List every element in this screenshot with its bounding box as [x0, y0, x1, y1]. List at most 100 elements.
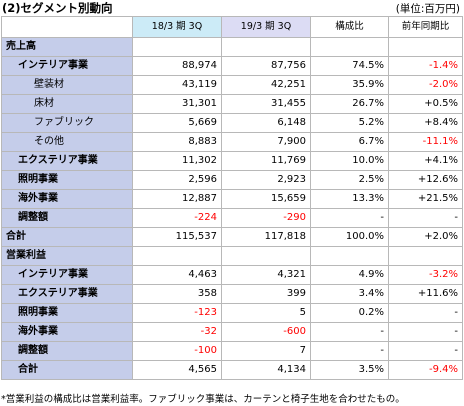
- value-composition-ratio: 26.7%: [310, 94, 389, 114]
- value-curr-period: 5: [221, 303, 311, 323]
- value-prev-period: 12,887: [132, 189, 222, 209]
- row-label: 調整額: [1, 208, 133, 228]
- value-yoy: -9.4%: [388, 360, 463, 380]
- value-composition-ratio: [310, 37, 389, 57]
- value-composition-ratio: 5.2%: [310, 113, 389, 133]
- value-curr-period: 4,134: [221, 360, 311, 380]
- value-yoy: -2.0%: [388, 75, 463, 95]
- value-composition-ratio: 2.5%: [310, 170, 389, 190]
- table-row: その他 8,883 7,900 6.7% -11.1%: [1, 132, 463, 152]
- section-title: (2)セグメント別動向: [2, 1, 113, 15]
- table-row: インテリア事業 88,974 87,756 74.5% -1.4%: [1, 56, 463, 76]
- value-composition-ratio: [310, 246, 389, 266]
- value-curr-period: 7,900: [221, 132, 311, 152]
- table-row: エクステリア事業 358 399 3.4% +11.6%: [1, 284, 463, 304]
- row-label: 売上高: [1, 37, 133, 57]
- table-body: 売上高 インテリア事業 88,974 87,756 74.5% -1.4% 壁装材 43,11…: [1, 37, 463, 380]
- table-row: 売上高: [1, 37, 463, 57]
- table-row: 営業利益: [1, 246, 463, 266]
- value-yoy: -: [388, 208, 463, 228]
- value-curr-period: 11,769: [221, 151, 311, 171]
- row-label: 合計: [1, 227, 133, 247]
- unit-note: (単位:百万円): [395, 3, 460, 15]
- value-yoy: -1.4%: [388, 56, 463, 76]
- value-composition-ratio: 13.3%: [310, 189, 389, 209]
- value-yoy: -: [388, 303, 463, 323]
- row-label: エクステリア事業: [1, 151, 133, 171]
- table-row: 照明事業 2,596 2,923 2.5% +12.6%: [1, 170, 463, 190]
- table-row: エクステリア事業 11,302 11,769 10.0% +4.1%: [1, 151, 463, 171]
- value-yoy: +11.6%: [388, 284, 463, 304]
- row-label: 合計: [1, 360, 133, 380]
- value-yoy: -: [388, 322, 463, 342]
- value-curr-period: 6,148: [221, 113, 311, 133]
- row-label: エクステリア事業: [1, 284, 133, 304]
- value-prev-period: -32: [132, 322, 222, 342]
- value-curr-period: 7: [221, 341, 311, 361]
- value-prev-period: 5,669: [132, 113, 222, 133]
- table-row: 合計 4,565 4,134 3.5% -9.4%: [1, 360, 463, 380]
- value-curr-period: -290: [221, 208, 311, 228]
- value-prev-period: 43,119: [132, 75, 222, 95]
- row-label: その他: [1, 132, 133, 152]
- header-bar: (2)セグメント別動向 (単位:百万円): [0, 0, 464, 16]
- header-composition-ratio: 構成比: [310, 16, 389, 38]
- table-row: 床材 31,301 31,455 26.7% +0.5%: [1, 94, 463, 114]
- value-yoy: -11.1%: [388, 132, 463, 152]
- header-prev-period: 18/3 期 3Q: [132, 16, 222, 38]
- value-curr-period: 15,659: [221, 189, 311, 209]
- value-prev-period: 4,565: [132, 360, 222, 380]
- header-curr-period: 19/3 期 3Q: [221, 16, 311, 38]
- table-row: 海外事業 -32 -600- -: [1, 322, 463, 342]
- value-prev-period: 115,537: [132, 227, 222, 247]
- value-curr-period: 2,923: [221, 170, 311, 190]
- value-curr-period: [221, 246, 311, 266]
- value-prev-period: [132, 246, 222, 266]
- value-composition-ratio: -: [310, 208, 389, 228]
- value-yoy: -: [388, 341, 463, 361]
- value-curr-period: 117,818: [221, 227, 311, 247]
- value-prev-period: 31,301: [132, 94, 222, 114]
- row-label: ファブリック: [1, 113, 133, 133]
- row-label: 営業利益: [1, 246, 133, 266]
- value-yoy: +12.6%: [388, 170, 463, 190]
- table-row: 調整額 -224 -290- -: [1, 208, 463, 228]
- value-composition-ratio: 3.4%: [310, 284, 389, 304]
- value-curr-period: -600: [221, 322, 311, 342]
- row-label: 調整額: [1, 341, 133, 361]
- row-label: 海外事業: [1, 322, 133, 342]
- table-row: 壁装材 43,119 42,251 35.9% -2.0%: [1, 75, 463, 95]
- value-curr-period: [221, 37, 311, 57]
- value-prev-period: 4,463: [132, 265, 222, 285]
- row-label: インテリア事業: [1, 56, 133, 76]
- value-composition-ratio: -: [310, 341, 389, 361]
- row-label: 床材: [1, 94, 133, 114]
- header-yoy: 前年同期比: [388, 16, 463, 38]
- value-prev-period: 358: [132, 284, 222, 304]
- value-yoy: +4.1%: [388, 151, 463, 171]
- row-label: インテリア事業: [1, 265, 133, 285]
- value-prev-period: 8,883: [132, 132, 222, 152]
- segment-table: 18/3 期 3Q 19/3 期 3Q 構成比 前年同期比 売上高 インテリア事業…: [1, 16, 463, 380]
- value-curr-period: 4,321: [221, 265, 311, 285]
- row-label: 照明事業: [1, 170, 133, 190]
- table-row: 照明事業 -123 5 0.2% -: [1, 303, 463, 323]
- row-label: 照明事業: [1, 303, 133, 323]
- value-composition-ratio: 4.9%: [310, 265, 389, 285]
- value-composition-ratio: 35.9%: [310, 75, 389, 95]
- value-prev-period: 88,974: [132, 56, 222, 76]
- value-composition-ratio: 74.5%: [310, 56, 389, 76]
- table-row: 海外事業 12,887 15,659 13.3% +21.5%: [1, 189, 463, 209]
- value-yoy: -3.2%: [388, 265, 463, 285]
- table-row: 合計 115,537 117,818 100.0% +2.0%: [1, 227, 463, 247]
- footnote: *営業利益の構成比は営業利益率。ファブリック事業は、カーテンと椅子生地を合わせた…: [1, 394, 405, 405]
- value-yoy: [388, 37, 463, 57]
- value-curr-period: 31,455: [221, 94, 311, 114]
- value-yoy: +21.5%: [388, 189, 463, 209]
- value-prev-period: -123: [132, 303, 222, 323]
- value-yoy: +0.5%: [388, 94, 463, 114]
- value-composition-ratio: 6.7%: [310, 132, 389, 152]
- value-composition-ratio: 0.2%: [310, 303, 389, 323]
- value-prev-period: [132, 37, 222, 57]
- value-composition-ratio: 100.0%: [310, 227, 389, 247]
